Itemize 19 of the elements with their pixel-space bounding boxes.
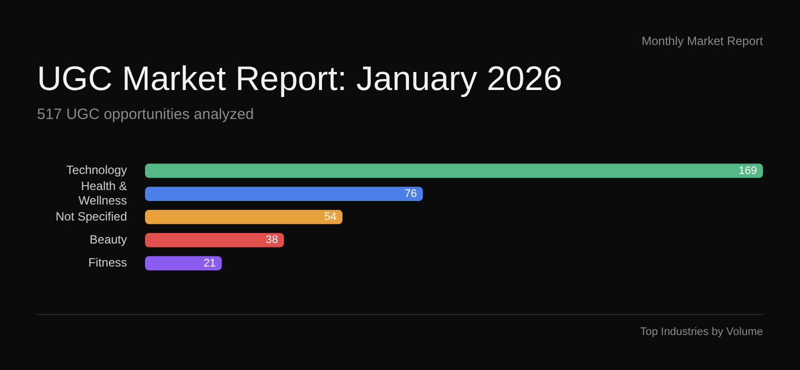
y-tick-label: Health & Wellness: [78, 178, 127, 208]
bar: [145, 210, 342, 224]
bar: [145, 256, 222, 270]
y-tick-label: Not Specified: [56, 209, 127, 224]
y-tick-label: Beauty: [90, 232, 127, 246]
bar: [145, 186, 423, 202]
chart-subtitle: 517 UGC opportunities analyzed: [37, 106, 254, 123]
y-tick-label: Technology: [66, 163, 127, 178]
data-label: 21: [204, 257, 216, 270]
data-label: 54: [324, 211, 336, 224]
bar: [145, 164, 763, 178]
data-label: 169: [738, 164, 757, 177]
text: Top Industries by Volume: [640, 326, 763, 338]
data-label: 76: [404, 188, 417, 200]
bar: [145, 232, 284, 248]
text: Monthly Market Report: [642, 34, 763, 48]
data-label: 38: [266, 234, 278, 246]
chart-title: UGC Market Report: January 2026: [37, 60, 562, 99]
y-tick-label: Fitness: [88, 256, 127, 270]
